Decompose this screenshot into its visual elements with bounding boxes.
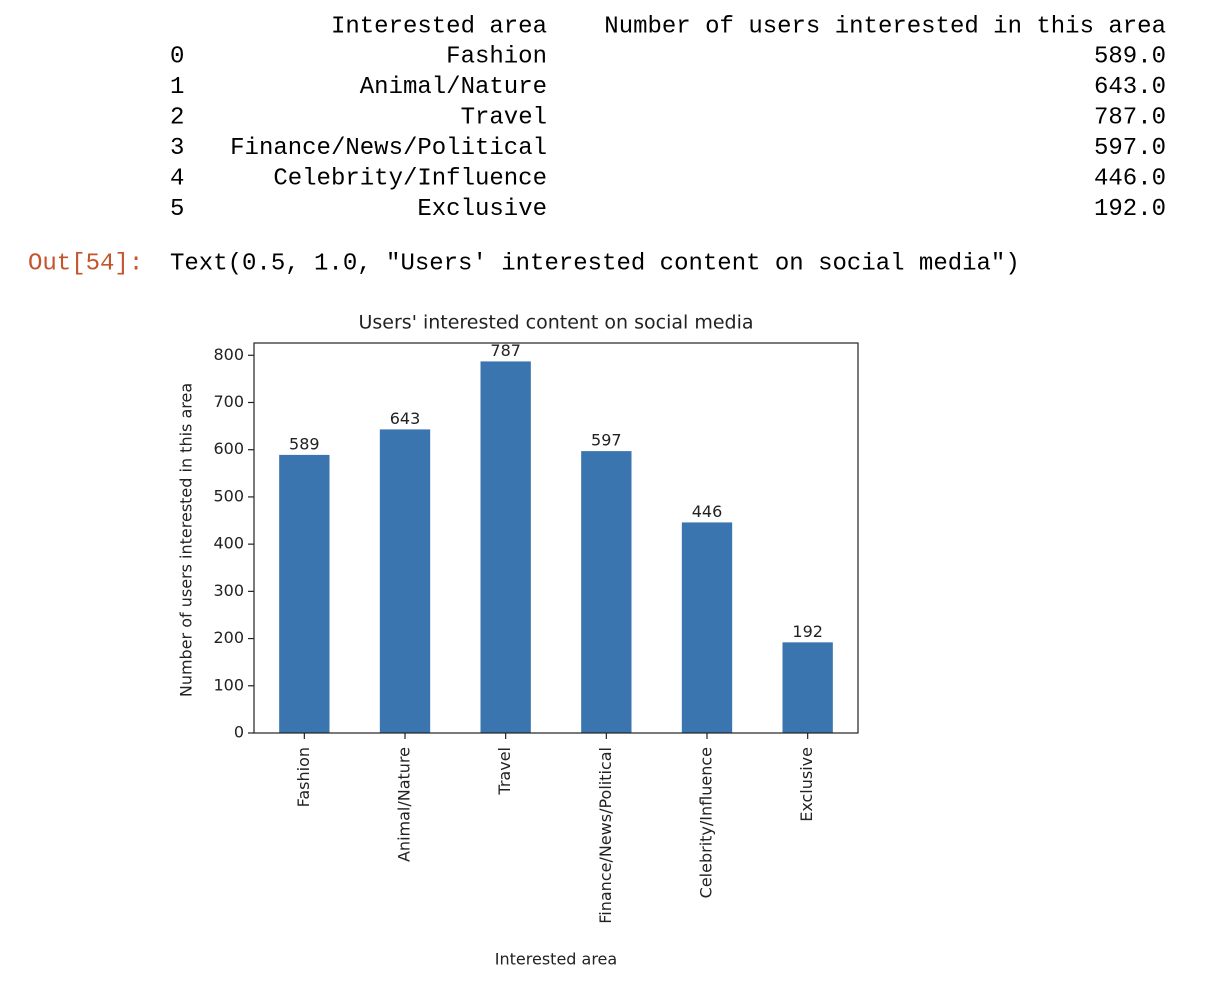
out-text: Text(0.5, 1.0, "Users' interested conten… [170, 250, 1020, 277]
row-area: Celebrity/Influence [273, 165, 547, 192]
x-axis-label: Interested area [495, 950, 617, 969]
value-label: 446 [692, 502, 723, 521]
row-area: Animal/Nature [360, 74, 547, 101]
x-tick-label: Fashion [294, 747, 313, 807]
row-count: 589.0 [1094, 43, 1166, 70]
bar [279, 454, 330, 733]
y-tick-label: 0 [234, 723, 244, 742]
row-index: 0 [170, 43, 184, 70]
value-label: 597 [591, 431, 622, 450]
x-tick-label: Exclusive [797, 747, 816, 822]
bar [379, 429, 431, 733]
x-tick-label: Animal/Nature [395, 747, 414, 862]
row-index: 1 [170, 74, 184, 101]
row-count: 192.0 [1094, 196, 1166, 223]
row-area: Finance/News/Political [230, 135, 547, 162]
x-tick-label: Travel [495, 747, 514, 796]
row-index: 4 [170, 165, 184, 192]
row-count: 787.0 [1094, 104, 1166, 131]
value-label: 192 [792, 622, 823, 641]
row-count: 643.0 [1094, 74, 1166, 101]
plot-frame [253, 342, 859, 734]
value-label: 589 [289, 434, 320, 453]
row-index: 2 [170, 104, 184, 131]
row-index: 3 [170, 135, 184, 162]
y-tick-label: 500 [213, 486, 244, 505]
bar [480, 361, 531, 733]
table-header: Number of users interested in this area [604, 13, 1166, 40]
y-tick-label: 600 [213, 439, 244, 458]
value-label: 787 [490, 341, 521, 360]
table-header: Interested area [331, 13, 547, 40]
bar [581, 451, 632, 733]
y-axis-label: Number of users interested in this area [177, 383, 196, 697]
value-label: 643 [390, 409, 421, 428]
y-tick-label: 300 [213, 581, 244, 600]
row-count: 597.0 [1094, 135, 1166, 162]
row-count: 446.0 [1094, 165, 1166, 192]
y-tick-label: 400 [213, 534, 244, 553]
row-area: Exclusive [417, 196, 547, 223]
y-tick-label: 100 [213, 675, 244, 694]
row-area: Travel [461, 104, 547, 131]
chart-title: Users' interested content on social medi… [358, 312, 753, 334]
x-tick-label: Finance/News/Political [596, 747, 615, 924]
row-index: 5 [170, 196, 184, 223]
y-tick-label: 200 [213, 628, 244, 647]
x-tick-label: Celebrity/Influence [697, 747, 716, 898]
y-tick-label: 800 [213, 345, 244, 364]
bar [782, 642, 833, 733]
bar [681, 522, 733, 733]
out-prompt: Out[54]: [28, 250, 143, 277]
y-tick-label: 700 [213, 392, 244, 411]
row-area: Fashion [446, 43, 547, 70]
